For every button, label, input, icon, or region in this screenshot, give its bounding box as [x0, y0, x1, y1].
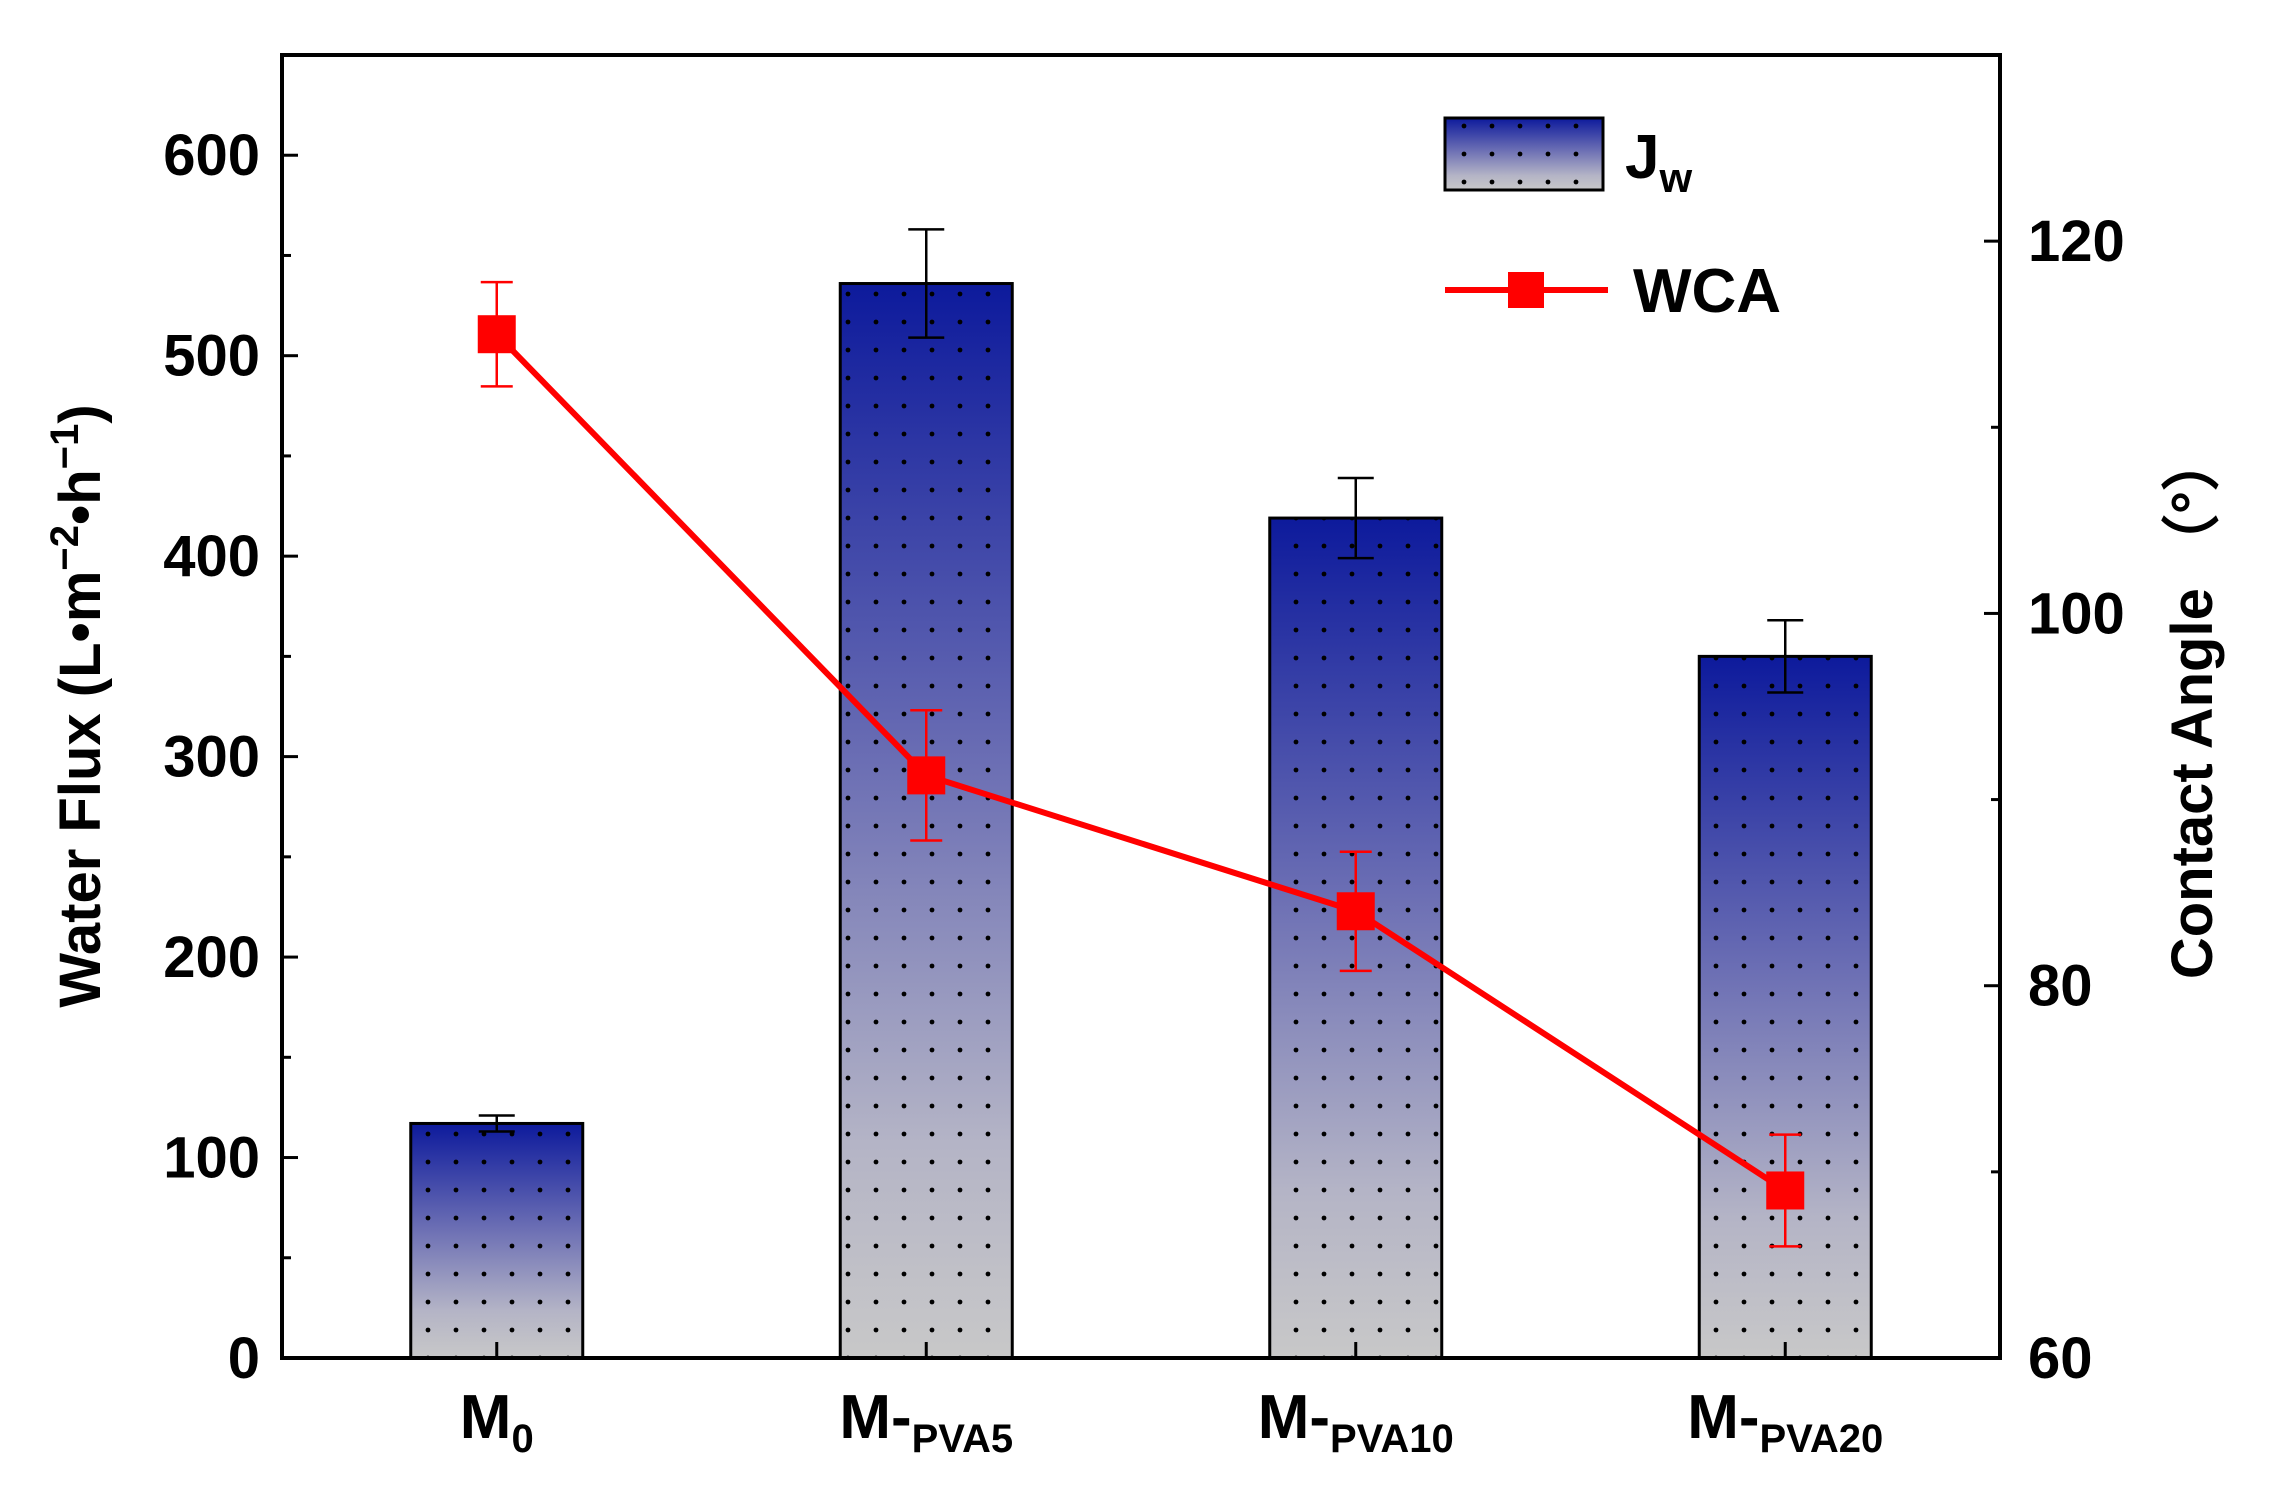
- left-tick-label: 300: [163, 725, 260, 790]
- left-tick-label: 100: [163, 1126, 260, 1191]
- right-tick-label: 120: [2028, 209, 2125, 274]
- left-tick-label: 500: [163, 324, 260, 389]
- wca-line: [494, 332, 1787, 1193]
- bars-layer: [409, 228, 1873, 1360]
- right-axis-title: Contact Angle （°）: [2160, 433, 2225, 979]
- left-tick-label: 600: [163, 123, 260, 188]
- x-axis: M0 M-PVA5 M-PVA10 M-PVA20: [460, 1342, 1883, 1461]
- wca-point-3: [1766, 1171, 1805, 1210]
- right-axis: 60 80 100 120: [1984, 209, 2125, 1391]
- wca-point-2: [1336, 892, 1375, 931]
- x-tick-label: M-PVA5: [839, 1383, 1013, 1461]
- legend-line-marker: [1508, 272, 1544, 308]
- x-tick-label: M0: [460, 1383, 534, 1461]
- wca-point-0: [477, 315, 516, 354]
- left-axis: 0 100 200 300 400 500 600: [163, 123, 298, 1391]
- left-axis-title: Water Flux (L•m−2•h−1): [43, 404, 113, 1007]
- legend-wca-label: WCA: [1633, 257, 1781, 326]
- right-tick-label: 60: [2028, 1326, 2093, 1391]
- left-tick-label: 0: [228, 1326, 260, 1391]
- x-tick-label: M-PVA10: [1258, 1383, 1454, 1461]
- bar-dots-3: [1699, 656, 1872, 1358]
- wca-line-layer: [477, 280, 1805, 1248]
- left-tick-label: 200: [163, 925, 260, 990]
- x-tick-label: M-PVA20: [1687, 1383, 1883, 1461]
- bar-dots-0: [410, 1123, 583, 1358]
- legend-jw-label: Jw: [1625, 123, 1692, 201]
- plot-frame: [280, 53, 2002, 1360]
- right-tick-label: 80: [2028, 954, 2093, 1019]
- right-tick-label: 100: [2028, 581, 2125, 646]
- wca-point-1: [907, 756, 946, 795]
- legend-bar-swatch-dots: [1445, 118, 1603, 190]
- legend: Jw WCA: [1443, 116, 1781, 326]
- left-tick-label: 400: [163, 524, 260, 589]
